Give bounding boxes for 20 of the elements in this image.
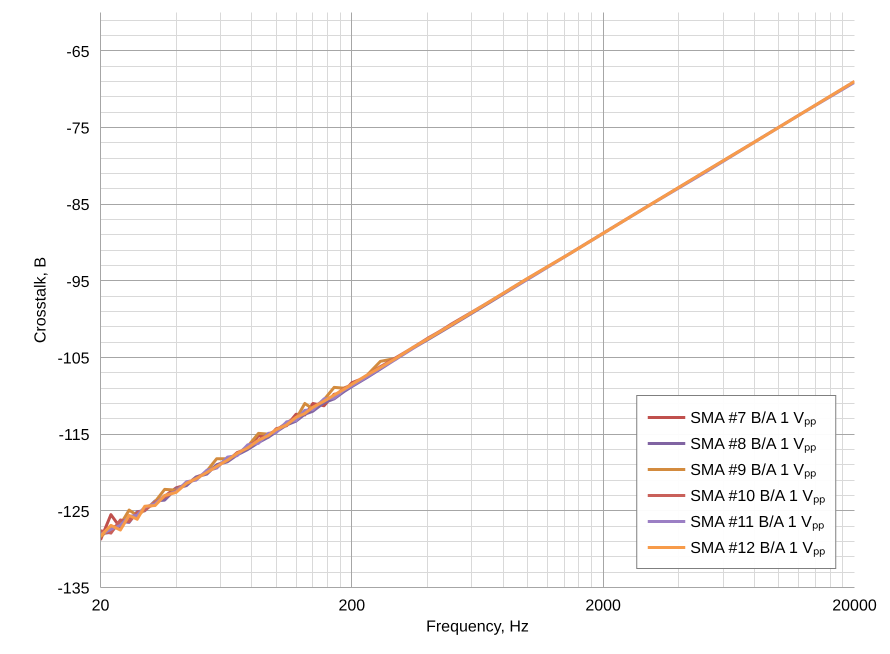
y-tick-label: -115 <box>58 427 90 444</box>
y-axis-title: Crosstalk, B <box>32 256 50 344</box>
y-tick-label: -125 <box>57 504 90 521</box>
legend-label: SMA #7 B/A 1 Vₚₚ <box>690 409 816 428</box>
legend-label: SMA #12 B/A 1 Vₚₚ <box>690 539 825 558</box>
legend-label: SMA #8 B/A 1 Vₚₚ <box>690 435 816 454</box>
y-tick-label: -85 <box>66 197 90 214</box>
y-tick-label: -105 <box>57 350 90 368</box>
y-tick-label: -65 <box>66 44 90 61</box>
legend-label: SMA #9 B/A 1 Vₚₚ <box>690 461 816 480</box>
legend-label: SMA #11 B/A 1 Vₚₚ <box>690 513 824 532</box>
y-tick-label: -95 <box>66 274 90 291</box>
x-tick-label: 20000 <box>832 598 877 614</box>
y-tick-label: -75 <box>66 120 90 138</box>
x-tick-label: 2000 <box>585 598 622 614</box>
x-tick-label: 200 <box>338 598 366 614</box>
x-axis-title: Frequency, Hz <box>426 618 529 636</box>
x-tick-label: 20 <box>92 598 110 614</box>
y-tick-label: -135 <box>57 580 90 598</box>
legend-label: SMA #10 B/A 1 Vₚₚ <box>690 487 825 506</box>
